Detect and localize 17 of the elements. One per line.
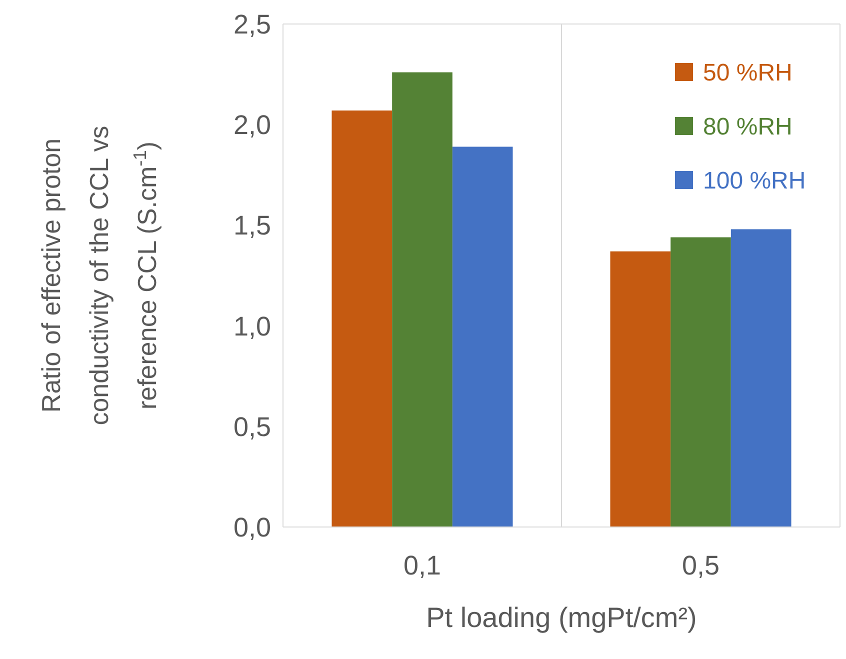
bar — [610, 251, 671, 527]
x-tick-label: 0,1 — [403, 550, 442, 580]
bar — [670, 237, 731, 527]
y-tick-label: 0,5 — [233, 412, 271, 442]
bar — [452, 146, 513, 527]
bar — [392, 72, 452, 527]
bar — [730, 229, 792, 527]
y-tick-label: 2,5 — [233, 9, 271, 40]
legend-label: 50 %RH — [703, 59, 792, 86]
y-tick-label: 0,0 — [233, 512, 271, 542]
legend-label: 80 %RH — [703, 113, 792, 140]
y-tick-label: 1,5 — [233, 210, 271, 241]
y-tick-label: 1,0 — [233, 311, 271, 342]
legend-label: 100 %RH — [703, 167, 806, 194]
bar — [332, 110, 392, 527]
x-axis-title: Pt loading (mgPt/cm²) — [426, 602, 697, 633]
y-tick-label: 2,0 — [233, 110, 271, 140]
